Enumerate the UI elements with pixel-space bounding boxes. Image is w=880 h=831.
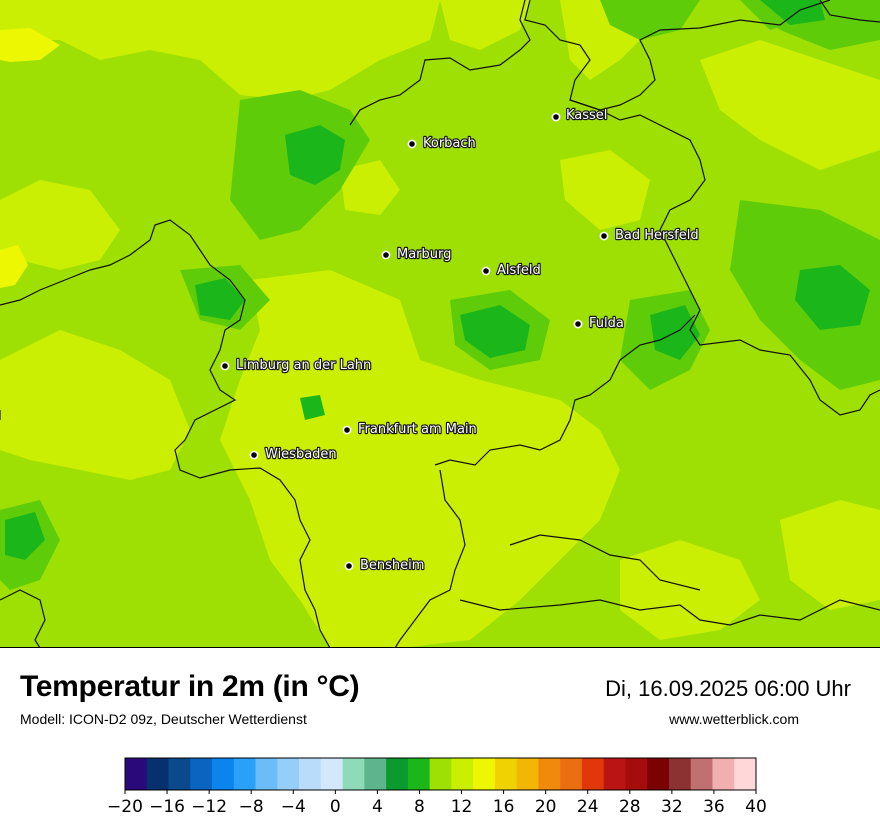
legend-tick-label: 4 (372, 797, 383, 817)
legend-swatch (299, 758, 322, 790)
legend-swatch (146, 758, 169, 790)
legend-tick-label: 8 (414, 797, 425, 817)
border-line-east (569, 99, 880, 416)
model-subtitle: Modell: ICON-D2 09z, Deutscher Wetterdie… (20, 711, 307, 727)
forecast-datetime: Di, 16.09.2025 06:00 Uhr (605, 676, 851, 701)
city-marburg: Marburg (381, 246, 453, 263)
legend-tick-label: 20 (535, 797, 557, 817)
legend-swatch (560, 758, 583, 790)
color-legend-svg: −20 −16 −12 −8 −4 0 4 8 12 16 20 24 28 32 36 40 (107, 757, 767, 817)
legend-swatch (734, 758, 757, 790)
city-bad-hersfeld: Bad Hersfeld (599, 227, 700, 244)
city-dot (342, 425, 352, 435)
border-line-southwest (0, 589, 46, 647)
legend-swatch (625, 758, 648, 790)
legend-swatch (320, 758, 343, 790)
city-dot (551, 112, 561, 122)
legend-tick-label: 0 (330, 797, 341, 817)
city-kassel: Kassel (551, 107, 609, 124)
city-label-limburg: Limburg an der Lahn (236, 358, 371, 373)
city-dot (407, 139, 417, 149)
legend-tick-label: 36 (703, 797, 725, 817)
temperature-map: Kassel Korbach Bad Hersfeld Marburg Alsf… (0, 0, 880, 648)
border-line-south (394, 469, 466, 647)
city-alsfeld: Alsfeld (481, 262, 542, 279)
legend-tick-label: 32 (661, 797, 683, 817)
border-line-east-top (819, 0, 880, 23)
legend-swatch (538, 758, 561, 790)
border-line-west (0, 219, 331, 647)
region-borders (0, 0, 880, 647)
city-label-kassel: Kassel (566, 108, 607, 123)
city-dot (381, 250, 391, 260)
legend-swatch (364, 758, 387, 790)
legend-swatch (168, 758, 191, 790)
legend-tick-label: 40 (745, 797, 767, 817)
legend-swatch (342, 758, 365, 790)
legend-swatch (386, 758, 409, 790)
legend-tick-label: −12 (191, 797, 227, 817)
city-dot (249, 450, 259, 460)
legend-swatch (516, 758, 539, 790)
legend-swatch (407, 758, 430, 790)
city-label-fulda: Fulda (589, 316, 624, 331)
city-dot (220, 361, 230, 371)
legend-swatch (125, 758, 148, 790)
legend-swatch (473, 758, 496, 790)
legend-swatch (603, 758, 626, 790)
border-line-south-hesse (434, 314, 696, 466)
border-line-west-north (349, 0, 531, 126)
city-label-bad-hersfeld: Bad Hersfeld (615, 228, 699, 243)
legend-swatch (212, 758, 235, 790)
city-limburg: Limburg an der Lahn (220, 357, 372, 374)
legend-tick-label: −20 (107, 797, 143, 817)
city-label-korbach: Korbach (423, 136, 476, 151)
legend-swatch (190, 758, 213, 790)
legend-swatch (233, 758, 256, 790)
zone-8-10 (5, 0, 870, 560)
legend-tick-label: −16 (149, 797, 185, 817)
city-bensheim: Bensheim (344, 557, 426, 574)
city-dot (573, 319, 583, 329)
legend-swatch (494, 758, 517, 790)
city-wiesbaden: Wiesbaden (249, 446, 338, 463)
map-title: Temperatur in 2m (in °C) (20, 670, 360, 703)
legend-swatch (690, 758, 713, 790)
legend-swatch (647, 758, 670, 790)
border-line-north (524, 0, 831, 111)
legend-swatch (668, 758, 692, 790)
city-label-wiesbaden: Wiesbaden (265, 447, 337, 462)
legend-swatch (277, 758, 300, 790)
legend-frame (124, 757, 757, 791)
city-frankfurt: Frankfurt am Main (342, 421, 478, 438)
legend-swatch (451, 758, 474, 790)
legend-swatch (581, 758, 604, 790)
city-fulda: Fulda (573, 315, 625, 332)
legend-tick-label: 24 (577, 797, 599, 817)
color-legend: −20 −16 −12 −8 −4 0 4 8 12 16 20 24 28 32 36 40 (0, 756, 880, 826)
legend-swatch (712, 758, 735, 790)
temperature-map-svg: Kassel Korbach Bad Hersfeld Marburg Alsf… (0, 0, 880, 647)
city-dot (481, 266, 491, 276)
zone-14-16 (0, 0, 880, 647)
zone-16-18 (0, 28, 60, 288)
legend-tick-label: 12 (451, 797, 473, 817)
city-label-alsfeld: Alsfeld (497, 263, 541, 278)
city-korbach: Korbach (407, 135, 477, 152)
city-dot (344, 561, 354, 571)
website-link[interactable]: www.wetterblick.com (669, 711, 799, 727)
city-label-bensheim: Bensheim (360, 558, 424, 573)
city-label-frankfurt: Frankfurt am Main (358, 422, 477, 437)
border-line-southeast (509, 534, 701, 591)
border-line-bavaria (459, 599, 880, 626)
city-markers: Kassel Korbach Bad Hersfeld Marburg Alsf… (220, 107, 700, 574)
legend-tick-label: −4 (281, 797, 306, 817)
legend-swatch (255, 758, 278, 790)
legend-tick-label: 28 (619, 797, 641, 817)
legend-tick-label: 16 (493, 797, 515, 817)
city-dot (599, 231, 609, 241)
city-label-marburg: Marburg (397, 247, 451, 262)
legend-tick-label: −8 (239, 797, 264, 817)
legend-swatch (429, 758, 452, 790)
